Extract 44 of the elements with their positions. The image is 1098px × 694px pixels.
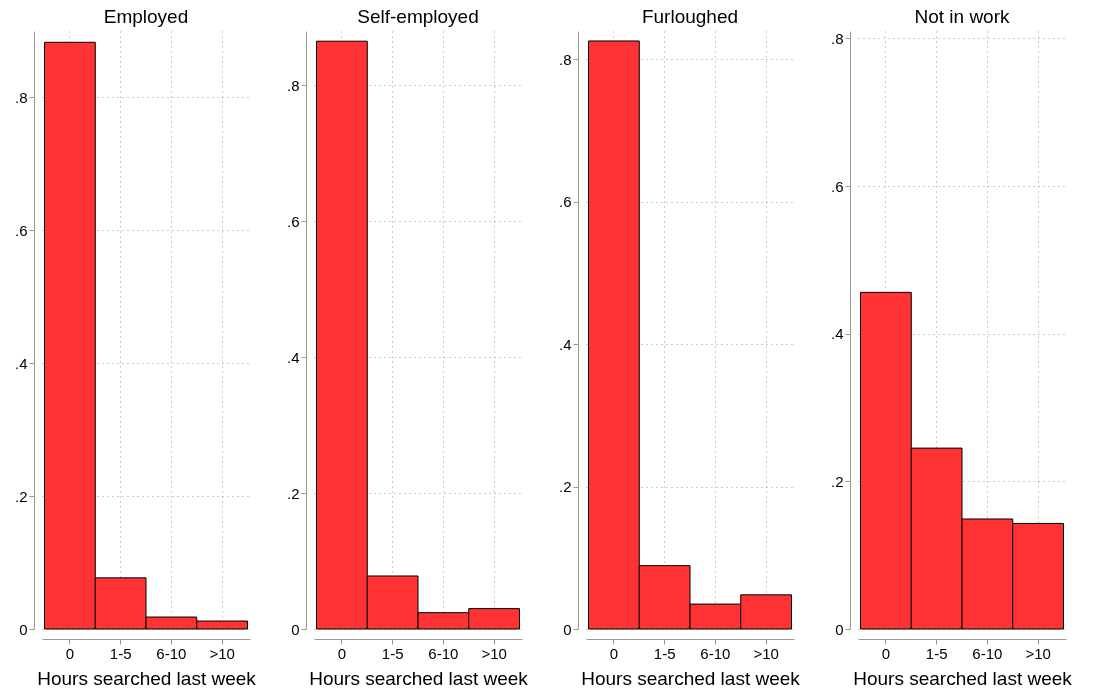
chart-title: Not in work	[914, 6, 1011, 27]
y-tick-label: .4	[830, 325, 844, 343]
x-tick-label: 0	[881, 644, 891, 662]
x-axis-title: Hours searched last week	[581, 667, 801, 689]
y-tick-label: .6	[830, 177, 844, 195]
chart-title: Furloughed	[641, 6, 739, 27]
y-tick-label: .8	[286, 76, 300, 94]
x-tick-label: 6-10	[972, 644, 1003, 662]
y-tick-label: .4	[558, 335, 572, 353]
x-tick-label: 1-5	[109, 644, 132, 662]
y-tick-label: .8	[558, 50, 572, 68]
y-tick-label: 0	[291, 620, 300, 638]
chart-title: Employed	[103, 6, 189, 27]
x-tick-label: 1-5	[653, 644, 676, 662]
x-tick-label: >10	[481, 644, 507, 662]
y-tick-label: .2	[14, 487, 28, 505]
x-tick-label: 6-10	[428, 644, 459, 662]
y-tick-label: 0	[563, 620, 572, 638]
x-axis-title: Hours searched last week	[37, 667, 257, 689]
y-tick-label: .2	[558, 478, 572, 496]
x-tick-label: >10	[209, 644, 235, 662]
x-tick-label: 6-10	[700, 644, 731, 662]
x-tick-label: >10	[1025, 644, 1051, 662]
x-tick-label: 1-5	[925, 644, 948, 662]
y-tick-label: .4	[286, 348, 300, 366]
x-tick-label: 0	[337, 644, 347, 662]
x-axis-title: Hours searched last week	[853, 667, 1073, 689]
chart-title: Self-employed	[357, 6, 479, 27]
x-tick-label: 6-10	[156, 644, 187, 662]
y-tick-label: .6	[286, 212, 300, 230]
y-tick-label: .6	[14, 221, 28, 239]
y-tick-label: .2	[286, 484, 300, 502]
y-tick-label: .2	[830, 472, 844, 490]
y-tick-label: 0	[19, 620, 28, 638]
x-axis-title: Hours searched last week	[309, 667, 529, 689]
x-tick-label: 0	[609, 644, 619, 662]
y-tick-label: .6	[558, 193, 572, 211]
x-tick-label: 1-5	[381, 644, 404, 662]
y-tick-label: .8	[14, 88, 28, 106]
x-tick-label: >10	[753, 644, 779, 662]
y-tick-label: .4	[14, 354, 28, 372]
y-tick-label: .8	[830, 29, 844, 47]
x-tick-label: 0	[65, 644, 75, 662]
y-tick-label: 0	[835, 620, 844, 638]
